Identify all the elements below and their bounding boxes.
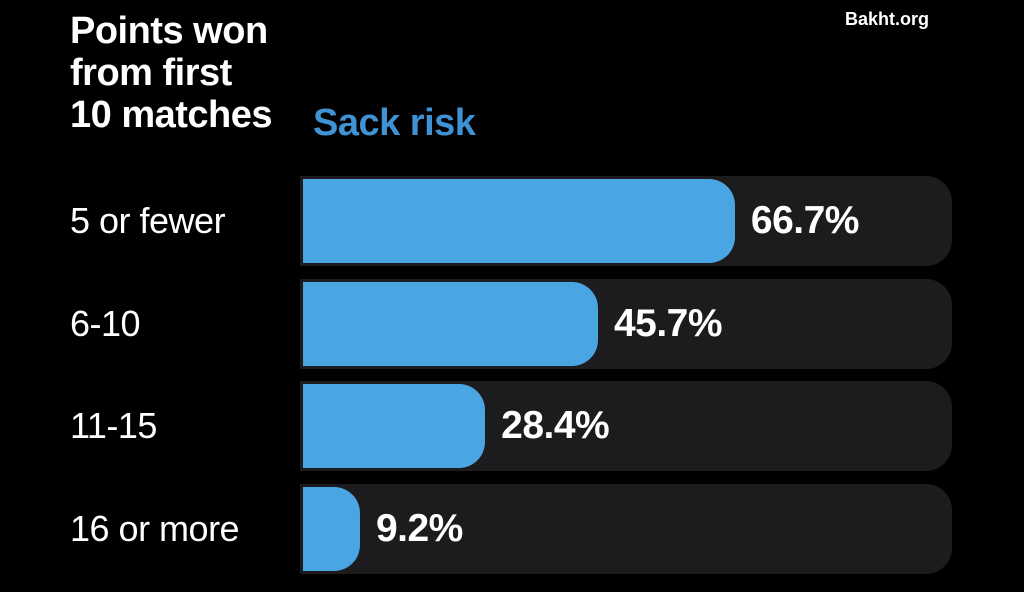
value-label: 28.4% xyxy=(501,404,610,447)
category-label: 11-15 xyxy=(70,405,157,446)
bar xyxy=(303,486,360,571)
bar-row: 6-10 45.7% xyxy=(0,278,1024,369)
bar-row: 16 or more 9.2% xyxy=(0,483,1024,574)
bar-track xyxy=(300,278,952,369)
chart-title-line-3: 10 matches xyxy=(70,94,273,136)
value-label: 45.7% xyxy=(613,301,723,345)
chart-title-line-2: from first xyxy=(70,52,232,94)
category-label: 6-10 xyxy=(70,302,141,344)
bar-track xyxy=(300,483,952,574)
value-label: 66.7% xyxy=(750,199,860,242)
chart-title: Points won from first 10 matches xyxy=(70,10,273,136)
bar-track xyxy=(300,176,952,266)
bar-row: 11-15 28.4% xyxy=(0,381,1024,471)
watermark-text: Bakht.org xyxy=(845,9,930,29)
value-label: 9.2% xyxy=(375,506,463,550)
bar-row: 5 or fewer 66.7% xyxy=(0,176,1024,266)
bar xyxy=(303,384,486,468)
bar-rows: 5 or fewer 66.7% 6-10 45.7% 11-15 28.4% 16 or … xyxy=(0,176,1024,574)
bar xyxy=(303,179,735,263)
category-label: 5 or fewer xyxy=(70,200,226,241)
bar xyxy=(303,281,598,366)
chart-subtitle: Sack risk xyxy=(313,102,476,144)
category-label: 16 or more xyxy=(70,507,240,549)
chart-title-line-1: Points won xyxy=(70,10,268,52)
bar-track xyxy=(300,381,952,471)
